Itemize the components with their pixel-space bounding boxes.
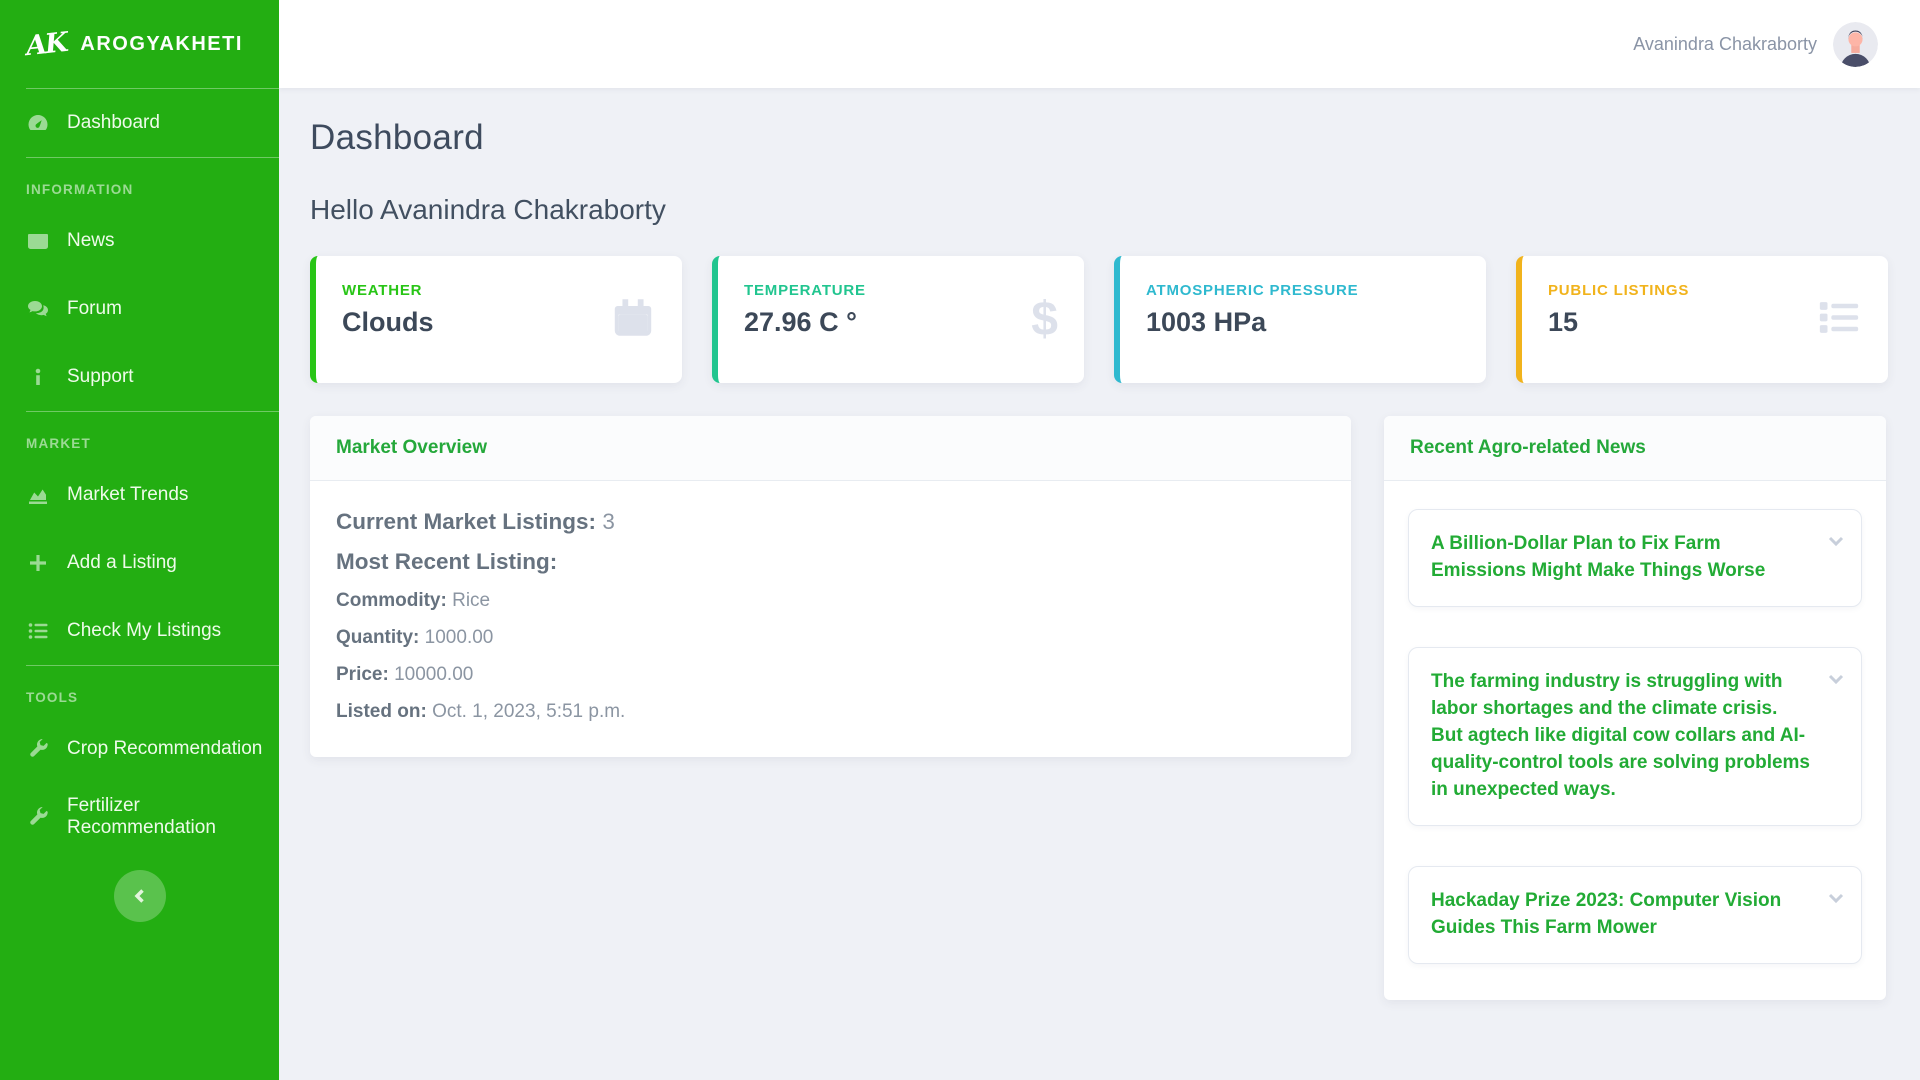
- market-overview-title: Market Overview: [310, 416, 1351, 481]
- wrench-icon: [26, 737, 50, 761]
- current-listings-line: Current Market Listings: 3: [336, 509, 1325, 535]
- list-icon: [26, 619, 50, 643]
- news-panel-title: Recent Agro-related News: [1384, 416, 1886, 481]
- recent-listing-heading: Most Recent Listing:: [336, 549, 558, 574]
- forum-icon: [26, 297, 50, 321]
- stat-value: Clouds: [342, 307, 434, 337]
- news-list: A Billion-Dollar Plan to Fix Farm Emissi…: [1384, 481, 1886, 1000]
- news-item-title: A Billion-Dollar Plan to Fix Farm Emissi…: [1431, 533, 1766, 581]
- sidebar-section-market: MARKET: [26, 436, 91, 451]
- info-icon: [26, 365, 50, 389]
- news-item-title: The farming industry is struggling with …: [1431, 670, 1810, 800]
- sidebar-item-label: Dashboard: [67, 112, 160, 133]
- main-content: Dashboard Hello Avanindra Chakraborty WE…: [279, 88, 1920, 1080]
- sidebar-item-dashboard[interactable]: Dashboard: [0, 89, 279, 157]
- dollar-icon: $: [1031, 292, 1058, 346]
- detail-commodity: Commodity: Rice: [336, 590, 491, 611]
- stat-value: 27.96 C °: [744, 307, 857, 337]
- sidebar-item-label: Add a Listing: [67, 552, 177, 573]
- sidebar-item-fertilizer-recommendation[interactable]: Fertilizer Recommendation: [0, 783, 279, 851]
- news-item[interactable]: A Billion-Dollar Plan to Fix Farm Emissi…: [1408, 509, 1862, 607]
- sidebar-item-label: Fertilizer Recommendation: [67, 795, 216, 838]
- plus-icon: [26, 551, 50, 575]
- stat-value: 15: [1548, 307, 1579, 337]
- stat-card-public-listings: PUBLIC LISTINGS 15: [1516, 256, 1888, 383]
- stats-row: WEATHER Clouds TEMPERATURE 27.96 C ° $ A…: [310, 256, 1888, 383]
- sidebar-item-check-listings[interactable]: Check My Listings: [0, 597, 279, 665]
- avatar[interactable]: [1833, 21, 1878, 67]
- sidebar-item-label: Support: [67, 366, 134, 387]
- detail-listed-on: Listed on: Oct. 1, 2023, 5:51 p.m.: [336, 701, 626, 722]
- sidebar-item-label: Crop Recommendation: [67, 738, 263, 759]
- page-title: Dashboard: [310, 118, 484, 157]
- sidebar-item-forum[interactable]: Forum: [0, 275, 279, 343]
- sidebar-item-label: Forum: [67, 298, 122, 319]
- sidebar: AK AROGYAKHETI Dashboard INFORMATION New…: [0, 0, 279, 1080]
- chevron-down-icon[interactable]: [1827, 532, 1845, 555]
- sidebar-section-information: INFORMATION: [26, 182, 134, 197]
- chevron-down-icon[interactable]: [1827, 670, 1845, 693]
- market-overview-panel: Market Overview Current Market Listings:…: [310, 416, 1351, 757]
- sidebar-item-support[interactable]: Support: [0, 343, 279, 411]
- chevron-left-icon: [132, 888, 148, 904]
- current-listings-value: 3: [602, 509, 615, 534]
- market-overview-body: Current Market Listings: 3 Most Recent L…: [310, 481, 1351, 757]
- stat-card-temperature: TEMPERATURE 27.96 C ° $: [712, 256, 1084, 383]
- sidebar-item-add-listing[interactable]: Add a Listing: [0, 529, 279, 597]
- brand[interactable]: AK AROGYAKHETI: [0, 0, 279, 88]
- stat-label: TEMPERATURE: [744, 282, 866, 299]
- brand-logo-icon: AK: [24, 26, 68, 62]
- newspaper-icon: [26, 229, 50, 253]
- detail-quantity: Quantity: 1000.00: [336, 627, 494, 648]
- sidebar-item-market-trends[interactable]: Market Trends: [0, 461, 279, 529]
- stat-card-pressure: ATMOSPHERIC PRESSURE 1003 HPa: [1114, 256, 1486, 383]
- user-name: Avanindra Chakraborty: [1633, 33, 1817, 54]
- stat-card-weather: WEATHER Clouds: [310, 256, 682, 383]
- news-panel: Recent Agro-related News A Billion-Dolla…: [1384, 416, 1886, 1000]
- current-listings-label: Current Market Listings:: [336, 509, 597, 534]
- greeting: Hello Avanindra Chakraborty: [310, 194, 666, 225]
- sidebar-item-label: News: [67, 230, 115, 251]
- sidebar-item-crop-recommendation[interactable]: Crop Recommendation: [0, 715, 279, 783]
- wrench-icon: [26, 805, 50, 829]
- list-icon: [1816, 294, 1862, 345]
- news-item[interactable]: Hackaday Prize 2023: Computer Vision Gui…: [1408, 865, 1862, 964]
- news-item[interactable]: The farming industry is struggling with …: [1408, 646, 1862, 826]
- divider: [26, 157, 279, 158]
- topbar: Avanindra Chakraborty: [279, 0, 1920, 88]
- sidebar-item-label: Check My Listings: [67, 620, 222, 641]
- divider: [26, 88, 279, 89]
- chart-area-icon: [26, 483, 50, 507]
- detail-price: Price: 10000.00: [336, 664, 474, 685]
- sidebar-item-news[interactable]: News: [0, 207, 279, 275]
- sidebar-collapse-button[interactable]: [114, 870, 166, 922]
- stat-value: 1003 HPa: [1146, 307, 1267, 337]
- calendar-icon: [610, 294, 656, 345]
- stat-label: WEATHER: [342, 282, 423, 299]
- divider: [26, 411, 279, 412]
- gauge-icon: [26, 111, 50, 135]
- panels-row: Market Overview Current Market Listings:…: [310, 416, 1888, 1000]
- divider: [26, 665, 279, 666]
- news-item-title: Hackaday Prize 2023: Computer Vision Gui…: [1431, 889, 1782, 938]
- chevron-down-icon[interactable]: [1827, 889, 1845, 912]
- brand-name: AROGYAKHETI: [80, 32, 243, 55]
- sidebar-section-tools: TOOLS: [26, 690, 79, 705]
- sidebar-item-label: Market Trends: [67, 484, 189, 505]
- stat-label: ATMOSPHERIC PRESSURE: [1146, 282, 1359, 299]
- stat-label: PUBLIC LISTINGS: [1548, 282, 1690, 299]
